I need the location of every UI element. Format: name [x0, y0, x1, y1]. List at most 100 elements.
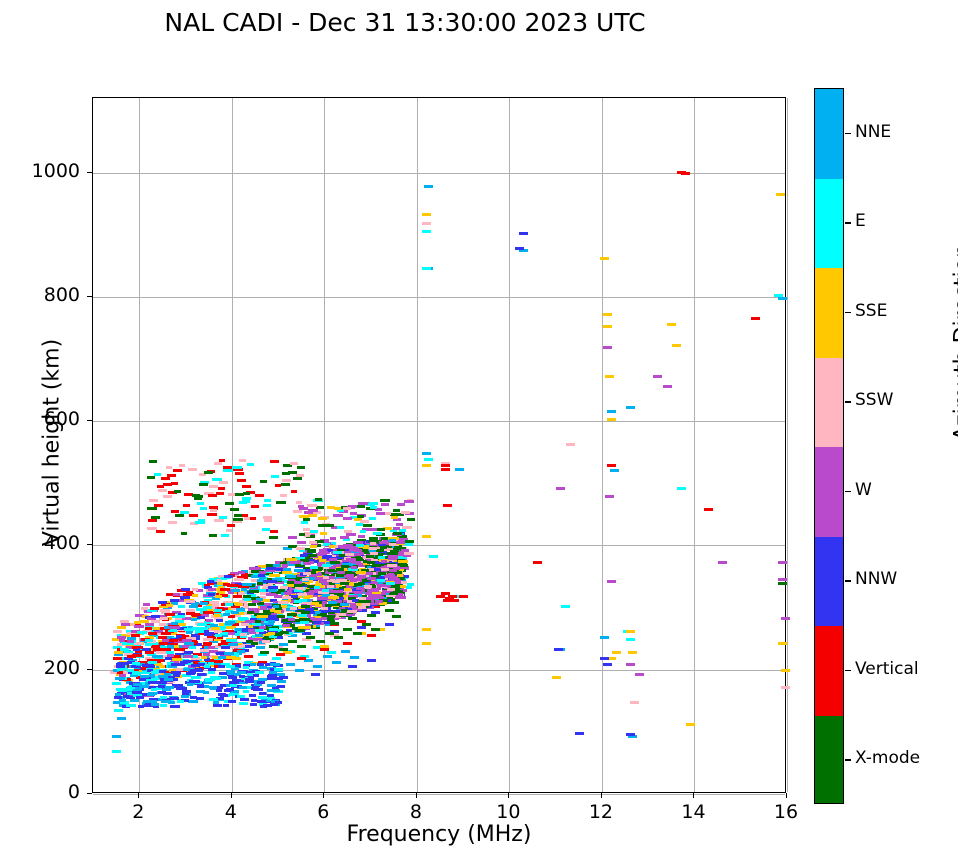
data-marker — [286, 580, 295, 584]
data-marker — [312, 570, 321, 574]
data-marker — [257, 677, 267, 681]
data-marker — [386, 563, 397, 567]
data-marker — [750, 317, 760, 321]
data-marker — [170, 659, 180, 663]
data-marker — [625, 405, 635, 409]
data-marker — [166, 604, 174, 608]
data-marker — [288, 583, 296, 587]
data-marker — [168, 701, 176, 705]
data-marker — [243, 598, 251, 602]
data-marker — [181, 532, 188, 536]
data-marker — [302, 548, 310, 552]
data-marker — [372, 531, 382, 535]
data-marker — [231, 465, 242, 469]
data-marker — [372, 563, 382, 567]
data-marker — [220, 588, 230, 592]
data-marker — [158, 646, 168, 650]
data-marker — [234, 467, 243, 471]
data-marker — [243, 517, 250, 521]
data-marker — [155, 672, 162, 676]
colorbar-tick — [845, 222, 851, 224]
data-marker — [281, 624, 290, 628]
data-marker — [223, 613, 230, 617]
data-marker — [116, 635, 126, 639]
data-marker — [225, 638, 237, 642]
data-marker — [166, 593, 178, 597]
x-axis-tick — [415, 793, 417, 798]
data-marker — [219, 458, 226, 462]
x-axis-label: Frequency (MHz) — [346, 822, 532, 847]
data-marker — [157, 600, 167, 604]
data-marker — [125, 644, 135, 648]
data-marker — [187, 678, 194, 682]
data-marker — [301, 611, 311, 615]
data-marker — [422, 451, 432, 455]
data-marker — [112, 750, 122, 754]
data-marker — [154, 680, 164, 684]
data-marker — [203, 653, 211, 657]
data-marker — [328, 612, 336, 616]
data-marker — [219, 632, 228, 636]
data-marker — [257, 652, 267, 656]
data-marker — [322, 575, 329, 579]
data-marker — [346, 609, 357, 613]
data-marker — [173, 668, 185, 672]
data-marker — [227, 492, 237, 496]
data-marker — [348, 592, 358, 596]
data-marker — [181, 617, 191, 621]
data-marker — [212, 703, 222, 707]
data-marker — [299, 654, 309, 658]
data-marker — [212, 603, 220, 607]
data-marker — [378, 546, 387, 550]
data-marker — [149, 499, 159, 503]
data-marker — [280, 561, 292, 565]
data-marker — [339, 553, 349, 557]
data-marker — [234, 472, 244, 476]
data-marker — [190, 601, 199, 605]
data-marker — [396, 551, 408, 555]
data-marker — [185, 591, 193, 595]
data-marker — [249, 618, 258, 622]
data-marker — [147, 475, 156, 479]
data-marker — [160, 611, 170, 615]
data-marker — [398, 562, 405, 566]
data-marker — [442, 598, 452, 602]
data-marker — [285, 623, 296, 627]
data-marker — [343, 642, 353, 646]
data-marker — [344, 587, 352, 591]
data-marker — [180, 511, 190, 515]
data-marker — [270, 475, 279, 479]
data-marker — [253, 566, 262, 570]
data-marker — [380, 559, 387, 563]
data-marker — [362, 550, 374, 554]
data-marker — [147, 617, 157, 621]
data-marker — [156, 632, 166, 636]
data-marker — [123, 650, 133, 654]
data-marker — [147, 700, 157, 704]
data-marker — [310, 602, 319, 606]
data-marker — [187, 468, 197, 472]
data-marker — [259, 595, 267, 599]
data-marker — [390, 585, 400, 589]
data-marker — [393, 565, 401, 569]
data-marker — [366, 555, 375, 559]
data-marker — [366, 565, 375, 569]
data-marker — [429, 555, 439, 559]
data-marker — [135, 650, 143, 654]
data-marker — [320, 613, 328, 617]
data-marker — [314, 540, 324, 544]
data-marker — [175, 687, 184, 691]
x-axis-tick — [600, 793, 602, 798]
data-marker — [242, 491, 250, 495]
data-marker — [519, 248, 529, 252]
data-marker — [302, 561, 311, 565]
data-marker — [343, 517, 353, 521]
data-marker — [247, 673, 254, 677]
data-marker — [120, 700, 130, 704]
data-marker — [329, 560, 340, 564]
data-marker — [335, 582, 344, 586]
data-marker — [275, 700, 283, 704]
data-marker — [222, 469, 233, 473]
data-marker — [357, 514, 365, 518]
data-marker — [130, 629, 140, 633]
